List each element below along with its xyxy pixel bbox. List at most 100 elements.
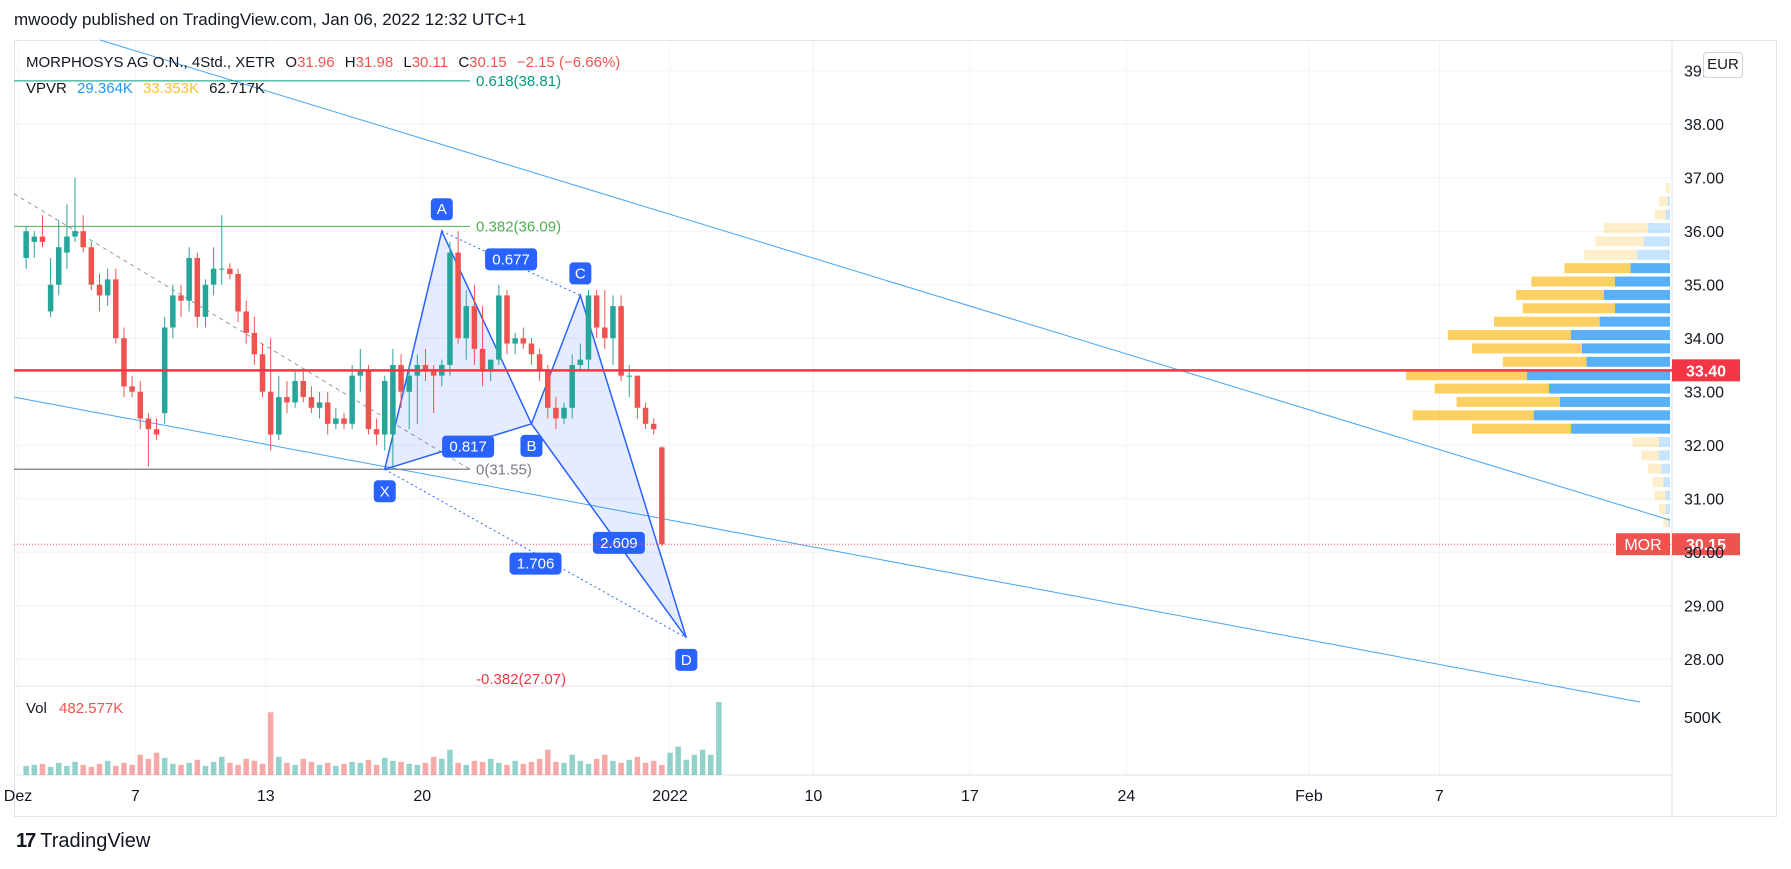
tradingview-logo-icon: 17 [16, 830, 36, 852]
candle-body [56, 247, 62, 285]
trend-line-lower [13, 396, 1641, 703]
price-axis-tick: 30.00 [1684, 545, 1724, 562]
volume-bar [341, 763, 347, 775]
candle-body [626, 375, 632, 377]
candle-body [153, 429, 160, 435]
time-axis-tick: 10 [805, 788, 823, 805]
vpvr-bar-up [1434, 383, 1549, 394]
volume-bar [202, 765, 209, 775]
candle-body [72, 231, 78, 237]
volume-bar [471, 760, 478, 775]
vpvr-bar-up [1604, 223, 1648, 234]
vpvr-bar-up [1456, 396, 1560, 407]
price-axis-tick: 33.00 [1684, 385, 1724, 402]
vpvr-bar-down [1665, 490, 1670, 501]
vpvr-label[interactable]: VPVR [26, 80, 67, 97]
point-d-label-bg [675, 648, 698, 671]
volume-bar [178, 764, 184, 775]
volume-bar [487, 758, 494, 775]
price-axis-tick: 31.00 [1684, 492, 1724, 509]
vpvr-down: 33.353K [143, 80, 199, 97]
candle-body [39, 236, 46, 242]
candle-body [569, 364, 575, 408]
tradingview-brand[interactable]: 17 TradingView [16, 830, 150, 853]
volume-bar [292, 764, 298, 775]
candle-body [227, 268, 233, 275]
time-axis-tick: Feb [1295, 788, 1323, 805]
price-tag-bg [1672, 359, 1740, 382]
volume-bar [308, 761, 315, 775]
candle-body [219, 268, 225, 270]
candle-body [545, 370, 551, 408]
legend-h-label: H [344, 54, 356, 71]
candle-body [64, 236, 70, 253]
price-tag-label: 33.40 [1686, 363, 1726, 380]
vpvr-bar-down [1659, 437, 1670, 448]
price-axis-tick: 29.00 [1684, 599, 1724, 616]
point-c-label: C [575, 265, 586, 282]
candle-body [430, 370, 437, 376]
candle-body [422, 364, 429, 371]
volume-value: 482.577K [59, 700, 124, 717]
vpvr-bar-up [1564, 263, 1631, 274]
vpvr-bar-up [1406, 370, 1527, 381]
vpvr-bar-down [1582, 343, 1670, 354]
volume-bar [691, 754, 698, 775]
volume-bar [553, 761, 559, 775]
vpvr-bar-up [1659, 503, 1666, 514]
candle-body [585, 295, 592, 360]
volume-bar [675, 746, 681, 775]
vpvr-bar-down [1648, 223, 1670, 234]
volume-bar [88, 766, 95, 775]
volume-bar [479, 761, 486, 775]
volume-bar [251, 760, 258, 775]
chart-frame[interactable] [14, 40, 1777, 817]
vpvr-bar-up [1522, 303, 1615, 314]
legend-symbol[interactable]: MORPHOSYS AG O.N., 4Std., XETR [26, 54, 276, 71]
volume-bar [243, 758, 249, 775]
vpvr-bar-down [1659, 450, 1670, 461]
volume-bar [593, 758, 600, 775]
vpvr-bar-down [1667, 196, 1670, 207]
volume-bar [235, 764, 241, 775]
candle-body [463, 306, 469, 339]
volume-bar [31, 764, 38, 775]
volume-bar [634, 756, 641, 775]
time-axis-tick: 13 [257, 788, 275, 805]
volume-bar [414, 764, 421, 775]
ratio-xb: 0.817 [449, 439, 487, 456]
volume-bar [430, 756, 437, 775]
volume-bar [194, 759, 201, 775]
volume-bar [56, 762, 62, 775]
vpvr-bar-down [1663, 477, 1670, 488]
volume-bar [699, 749, 706, 775]
vpvr-bar-down [1637, 249, 1670, 260]
time-axis-tick: 7 [1435, 788, 1444, 805]
publisher-line: mwoody published on TradingView.com, Jan… [14, 10, 527, 29]
vpvr-bar-up [1494, 316, 1600, 327]
volume-bar [324, 762, 331, 775]
price-axis-tick: 28.00 [1684, 652, 1724, 669]
candle-body [178, 295, 184, 301]
candle-body [650, 423, 657, 430]
volume-bar [667, 752, 673, 775]
volume-bar [585, 763, 592, 775]
point-a-label-bg [430, 198, 453, 221]
candle-body [23, 231, 29, 258]
volume-bar [129, 764, 135, 775]
volume-bar [23, 765, 29, 775]
candle-body [129, 386, 135, 392]
ratio-ac: 0.677 [492, 251, 530, 268]
volume-bar [259, 763, 266, 775]
volume-bar [357, 762, 364, 775]
candle-body [487, 359, 494, 371]
volume-bar [64, 765, 70, 775]
vpvr-up: 29.364K [77, 80, 133, 97]
volume-bar [561, 762, 567, 775]
volume-label[interactable]: Vol [26, 700, 47, 717]
price-lines [14, 369, 1672, 545]
currency-button[interactable]: EUR [1703, 52, 1743, 78]
candle-body [292, 381, 298, 403]
candle-body [80, 231, 86, 248]
